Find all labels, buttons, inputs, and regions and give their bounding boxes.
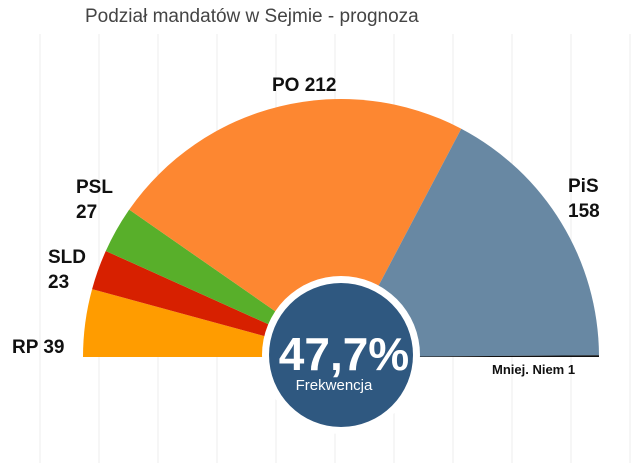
label-line: 158 bbox=[568, 201, 600, 222]
slice-pis bbox=[341, 128, 599, 357]
label-po: PO 212 bbox=[272, 75, 336, 96]
label-sld: SLD 23 bbox=[48, 247, 86, 293]
label-pis: PiS 158 bbox=[568, 176, 600, 222]
turnout-circle bbox=[269, 283, 413, 427]
label-rp: RP 39 bbox=[12, 337, 64, 358]
turnout-badge: 47,7% Frekwencja bbox=[262, 276, 420, 434]
label-line: PSL bbox=[76, 177, 113, 198]
turnout-value: 47,7% bbox=[279, 328, 409, 380]
label-line: RP 39 bbox=[12, 337, 64, 358]
label-line: SLD bbox=[48, 247, 86, 268]
turnout-caption: Frekwencja bbox=[296, 377, 373, 394]
label-mn: Mniej. Niem 1 bbox=[492, 362, 575, 377]
slice-po bbox=[129, 98, 462, 357]
label-psl: PSL 27 bbox=[76, 177, 113, 223]
label-line: PO 212 bbox=[272, 75, 336, 96]
chart-title: Podział mandatów w Sejmie - prognoza bbox=[85, 6, 419, 27]
label-line: Mniej. Niem 1 bbox=[492, 362, 575, 377]
label-line: 23 bbox=[48, 272, 69, 293]
label-line: PiS bbox=[568, 176, 599, 197]
label-line: 27 bbox=[76, 202, 97, 223]
slices bbox=[83, 98, 599, 357]
slice-labels: RP 39 SLD 23 PSL 27 PO 212 PiS 158 Mniej. Niem 1 bbox=[12, 75, 600, 377]
